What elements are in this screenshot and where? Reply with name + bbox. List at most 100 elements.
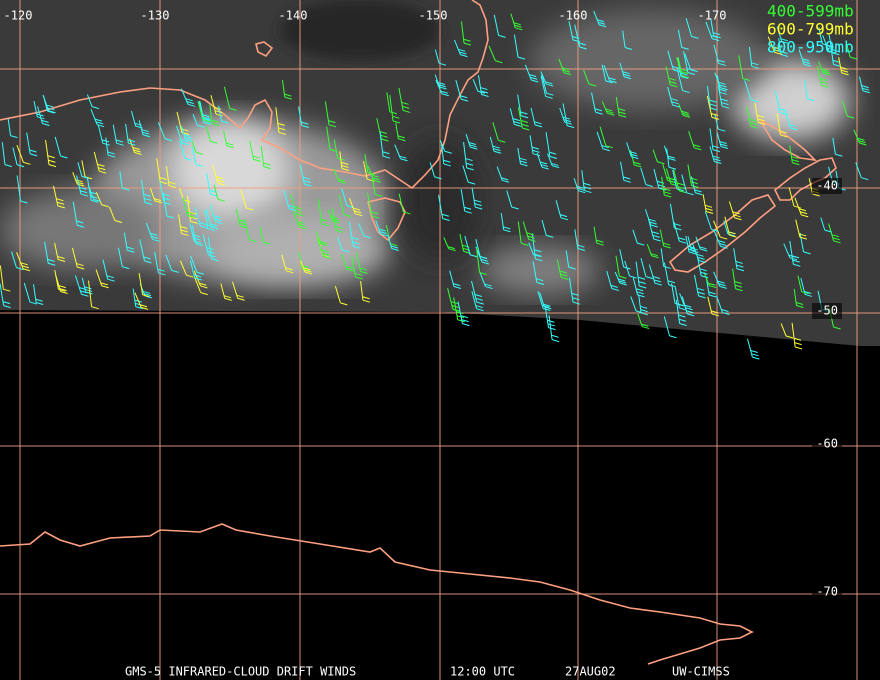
barb-flag	[758, 121, 766, 125]
barb-flag	[503, 226, 511, 230]
barb-flag	[185, 138, 193, 142]
barb-flag	[163, 197, 171, 201]
barb-flag	[371, 174, 379, 178]
barb-flag	[849, 56, 858, 60]
barb-shaft	[541, 73, 548, 94]
wind-barb	[541, 73, 554, 96]
footer-text: UW-CIMSS	[672, 665, 730, 679]
barb-flag	[101, 285, 109, 289]
wind-barb	[619, 249, 631, 270]
barb-flag	[360, 270, 368, 274]
barb-shaft	[640, 258, 647, 277]
wind-barb	[748, 46, 759, 69]
barb-shaft	[565, 250, 570, 268]
wind-barb	[677, 57, 690, 79]
barb-flag	[642, 326, 650, 329]
barb-flag	[532, 153, 541, 157]
wind-barb	[334, 285, 348, 306]
barb-shaft	[429, 162, 436, 177]
wind-barb	[661, 176, 672, 198]
wind-barb	[386, 92, 397, 115]
barb-flag	[789, 257, 798, 261]
barb-flag	[728, 231, 736, 235]
barb-flag	[21, 265, 30, 269]
barb-flag	[708, 285, 717, 289]
wind-barb	[510, 13, 523, 31]
barb-flag	[58, 285, 66, 289]
wind-barb	[690, 176, 703, 196]
barb-shaft	[845, 42, 851, 58]
wind-barb	[767, 36, 782, 55]
wind-barb	[462, 165, 476, 185]
barb-flag	[459, 51, 467, 55]
wind-barb	[709, 128, 721, 153]
barb-flag	[635, 310, 644, 314]
barb-flag	[521, 123, 529, 127]
wind-barb	[138, 273, 150, 298]
wind-barb	[119, 171, 130, 191]
wind-barb	[379, 131, 391, 159]
barb-flag	[547, 323, 556, 327]
barb-flag	[862, 90, 870, 94]
wind-barb	[190, 255, 205, 275]
barb-flag	[200, 292, 208, 296]
barb-flag	[668, 284, 676, 288]
barb-flag	[700, 275, 709, 279]
barb-flag	[634, 164, 642, 168]
barb-flag	[605, 145, 613, 149]
barb-shaft	[16, 144, 24, 163]
barb-flag	[572, 36, 580, 39]
wind-barb	[72, 201, 85, 228]
barb-flag	[548, 327, 556, 331]
barb-flag	[47, 155, 55, 159]
barb-flag	[610, 284, 618, 288]
wind-barb	[213, 184, 225, 202]
wind-barb	[457, 301, 470, 327]
barb-flag	[700, 248, 708, 252]
barb-shaft	[640, 167, 647, 185]
barb-flag	[631, 156, 639, 160]
wind-barb	[123, 232, 135, 253]
wind-barb	[632, 229, 645, 246]
barb-flag	[151, 235, 159, 239]
wind-barb	[754, 102, 766, 125]
barb-shaft	[788, 187, 795, 207]
barb-shaft	[679, 293, 685, 306]
barb-flag	[56, 201, 65, 205]
barb-flag	[711, 116, 720, 120]
barb-flag	[195, 243, 204, 247]
barb-shaft	[259, 226, 264, 243]
wind-barb	[472, 79, 486, 94]
wind-barb	[517, 107, 530, 131]
wind-barb	[838, 57, 849, 76]
barb-shaft	[832, 137, 836, 155]
barb-flag	[322, 252, 330, 256]
barb-flag	[460, 315, 468, 319]
barb-flag	[719, 285, 727, 289]
wind-barb	[591, 92, 603, 115]
wind-barb	[493, 14, 506, 38]
barb-flag	[519, 160, 528, 164]
wind-barb	[673, 169, 687, 194]
wind-barb	[316, 238, 331, 259]
barb-flag	[237, 297, 245, 301]
barb-flag	[498, 34, 506, 38]
barb-shaft	[472, 79, 479, 92]
wind-barb	[112, 124, 124, 146]
barb-flag	[719, 88, 727, 92]
barb-flag	[546, 92, 554, 96]
barb-flag	[372, 177, 380, 181]
wind-barb	[615, 255, 627, 279]
wind-barb	[218, 105, 229, 124]
barb-flag	[802, 58, 810, 62]
longitude-label: -150	[419, 9, 448, 23]
barb-flag	[637, 242, 645, 246]
barb-flag	[57, 256, 65, 259]
barb-flag	[359, 267, 367, 271]
barb-flag	[711, 228, 719, 232]
wind-barb	[581, 170, 592, 194]
barb-flag	[97, 163, 105, 167]
wind-barb	[471, 291, 484, 312]
barb-shaft	[704, 211, 712, 230]
